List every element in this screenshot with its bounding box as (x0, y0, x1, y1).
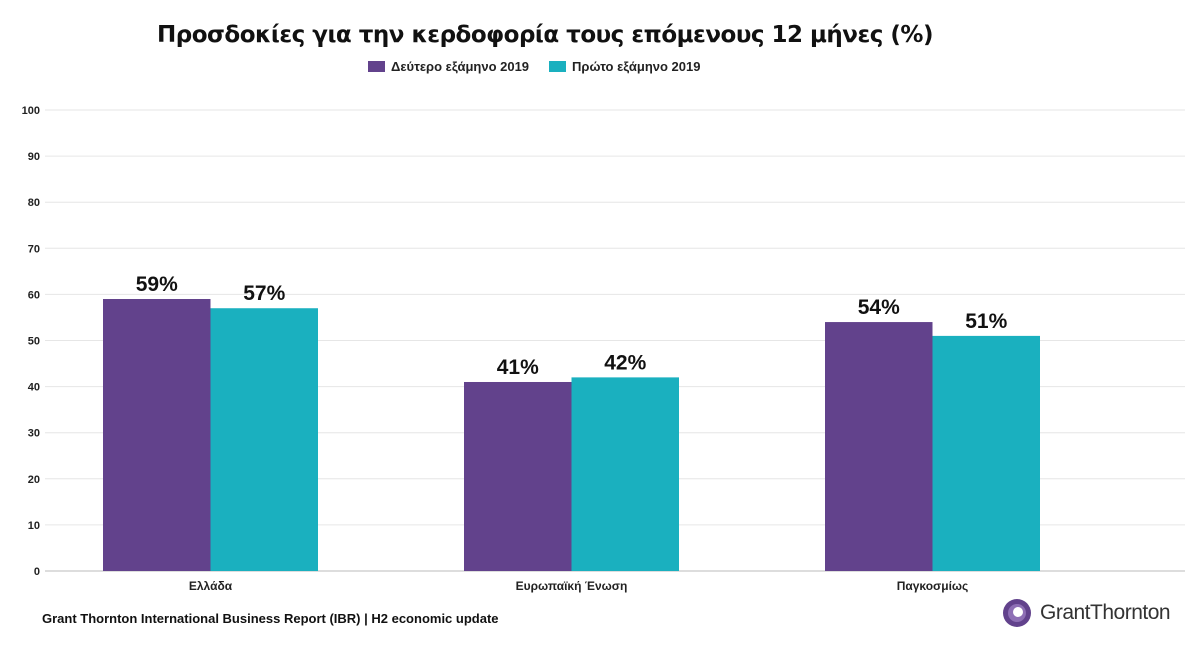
data-label: 42% (604, 351, 646, 374)
data-label: 57% (243, 282, 285, 305)
y-tick-label: 70 (28, 243, 40, 255)
y-tick-label: 100 (22, 105, 40, 117)
grant-thornton-logo: GrantThornton (1002, 598, 1171, 628)
bar (825, 322, 933, 571)
y-tick-label: 40 (28, 382, 40, 394)
y-tick-label: 0 (34, 566, 40, 578)
legend-swatch (549, 61, 567, 72)
y-tick-label: 90 (28, 151, 40, 163)
y-tick-label: 30 (28, 428, 40, 440)
y-tick-label: 20 (28, 474, 40, 486)
y-tick-label: 50 (28, 336, 40, 348)
data-label: 59% (136, 273, 178, 296)
bar (210, 308, 318, 571)
footer-source: Grant Thornton International Business Re… (42, 611, 499, 626)
y-tick-label: 80 (28, 197, 40, 209)
x-tick-label: Ευρωπαϊκή Ένωση (516, 579, 628, 593)
x-tick-label: Παγκοσμίως (897, 579, 969, 593)
legend-label: Δεύτερο εξάμηνο 2019 (391, 59, 530, 74)
bar (103, 299, 211, 571)
x-tick-label: Ελλάδα (189, 579, 233, 593)
legend-item-h1-2019: Πρώτο εξάμηνο 2019 (549, 59, 700, 74)
bar (464, 381, 572, 571)
data-label: 51% (965, 310, 1007, 333)
y-tick-label: 10 (28, 520, 40, 532)
data-label: 41% (497, 356, 539, 379)
bar (932, 335, 1040, 571)
chart-title: Προσδοκίες για την κερδοφορία τους επόμε… (157, 22, 933, 48)
bar (571, 377, 679, 571)
y-tick-label: 60 (28, 289, 40, 301)
data-label: 54% (858, 296, 900, 319)
legend-swatch (368, 61, 385, 72)
legend: Δεύτερο εξάμηνο 2019 Πρώτο εξάμηνο 2019 (368, 59, 700, 74)
legend-item-h2-2019: Δεύτερο εξάμηνο 2019 (368, 59, 529, 74)
legend-label: Πρώτο εξάμηνο 2019 (572, 59, 701, 74)
logo-text: GrantThornton (1040, 601, 1171, 624)
logo-swirl-icon (1003, 599, 1031, 627)
